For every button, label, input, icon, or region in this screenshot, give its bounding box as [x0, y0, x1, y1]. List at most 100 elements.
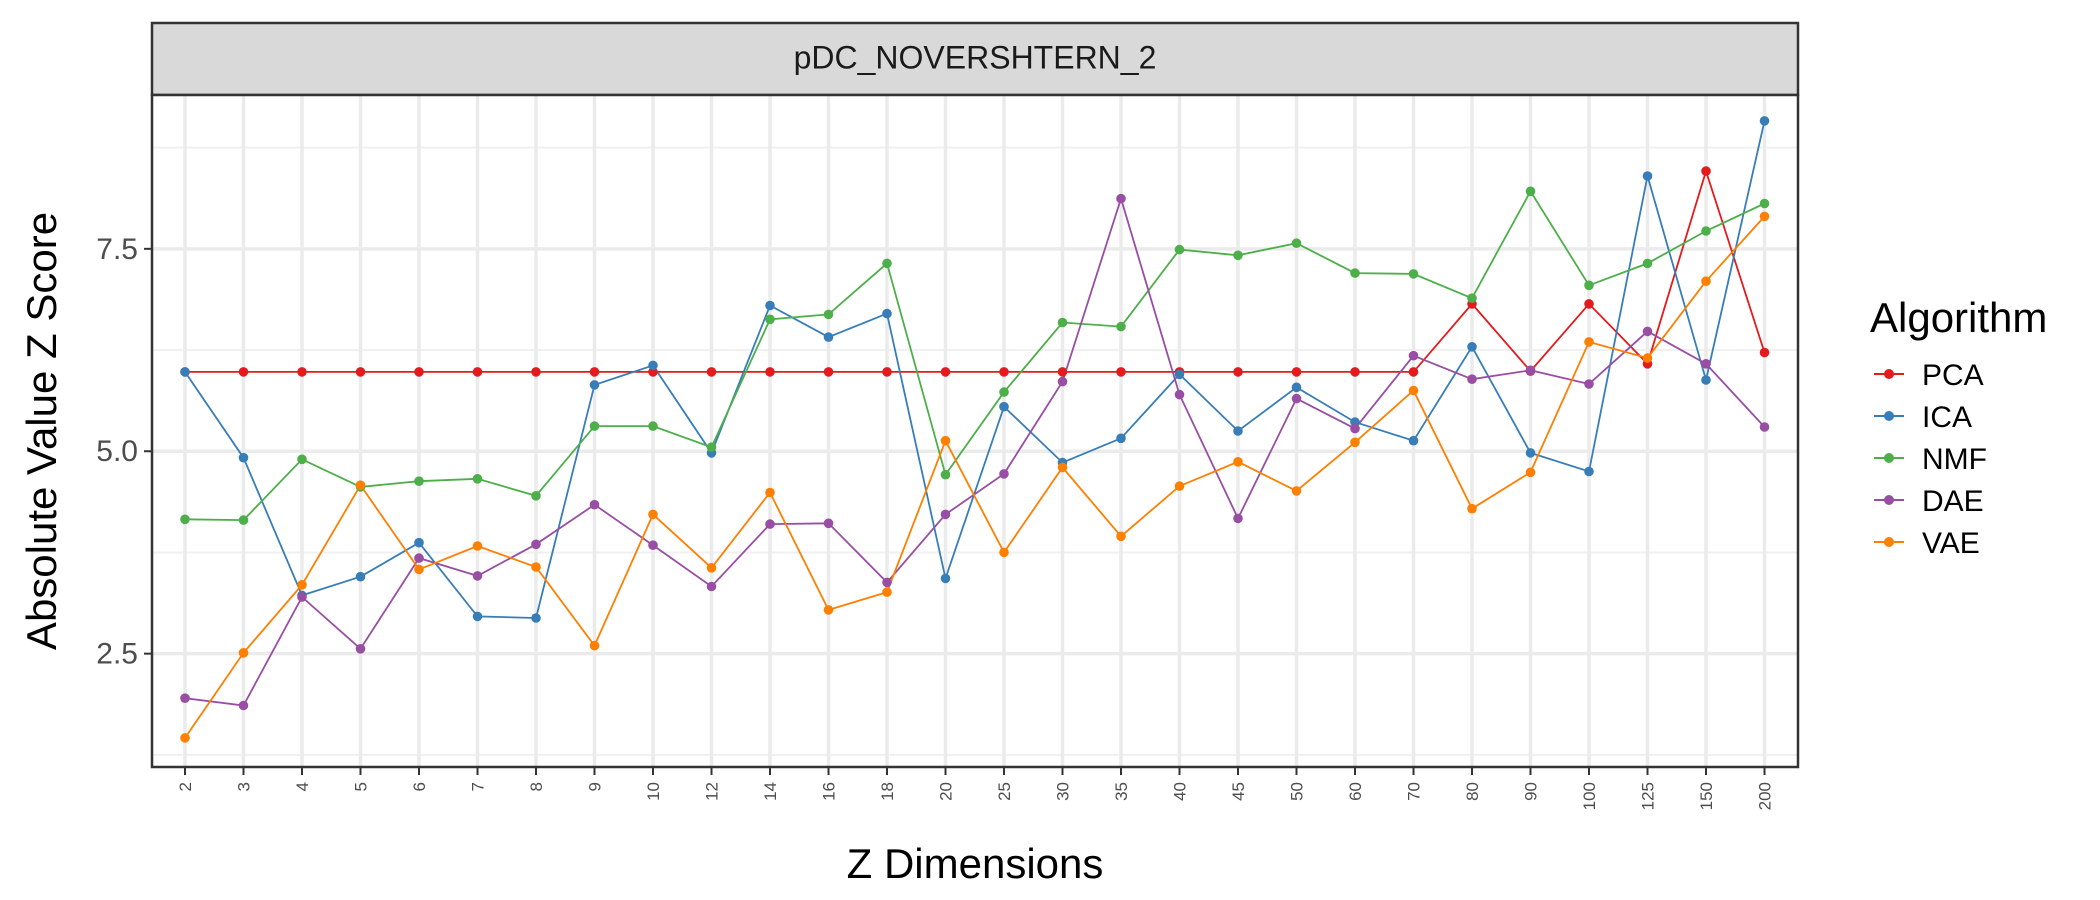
x-tick-label: 45 [1229, 782, 1248, 801]
point-vae-16 [823, 605, 834, 615]
point-ica-6 [414, 537, 424, 548]
x-tick-label: 100 [1580, 782, 1599, 810]
point-ica-10 [648, 360, 658, 371]
point-dae-9 [589, 499, 600, 510]
legend-label-vae: VAE [1922, 527, 1980, 560]
point-pca-20 [940, 367, 951, 377]
point-vae-7 [472, 541, 483, 551]
point-dae-4 [297, 592, 307, 602]
point-vae-2 [180, 733, 190, 743]
x-tick-label: 70 [1405, 782, 1424, 801]
point-ica-90 [1525, 448, 1536, 458]
point-vae-20 [940, 435, 951, 446]
y-axis: 2.5 5.0 7.5 [96, 233, 152, 671]
legend-key-point-nmf [1884, 453, 1894, 463]
point-nmf-100 [1584, 280, 1594, 291]
point-ica-80 [1467, 342, 1477, 352]
point-dae-25 [999, 469, 1009, 479]
point-ica-35 [1116, 433, 1126, 444]
y-axis-title: Absolute Value Z Score [18, 212, 65, 650]
y-tick-label: 2.5 [96, 638, 138, 671]
x-tick-label: 10 [644, 782, 663, 801]
point-pca-14 [765, 367, 775, 377]
point-pca-9 [589, 367, 600, 377]
point-dae-18 [882, 577, 892, 588]
x-tick-label: 35 [1112, 782, 1131, 801]
point-pca-16 [823, 367, 834, 377]
point-nmf-18 [882, 258, 892, 269]
x-tick-label: 3 [235, 782, 254, 791]
point-dae-45 [1233, 513, 1243, 524]
x-tick-label: 14 [761, 782, 780, 801]
point-pca-3 [238, 367, 249, 377]
x-axis: 2 3 4 5 6 7 8 9 10 12 14 16 18 20 25 30 35 40 45 50 60 70 80 90… [176, 767, 1775, 810]
x-tick-label: 7 [469, 782, 488, 791]
point-ica-45 [1233, 426, 1243, 436]
point-ica-3 [238, 452, 249, 463]
series-line-dae [184, 195, 1766, 707]
point-vae-100 [1584, 337, 1594, 347]
point-pca-35 [1116, 367, 1126, 377]
x-tick-label: 40 [1171, 782, 1190, 801]
legend-label-nmf: NMF [1922, 443, 1987, 476]
legend-label-ica: ICA [1922, 401, 1972, 434]
point-pca-100 [1584, 299, 1594, 309]
point-vae-6 [414, 564, 424, 575]
x-tick-label: 5 [352, 782, 371, 791]
point-pca-60 [1350, 367, 1360, 377]
point-pca-5 [355, 367, 366, 377]
point-dae-100 [1584, 379, 1594, 389]
x-tick-label: 4 [293, 782, 312, 791]
point-ica-100 [1584, 466, 1594, 477]
point-nmf-90 [1525, 186, 1536, 197]
series-line-ica [184, 120, 1766, 619]
x-tick-label: 12 [703, 782, 722, 801]
point-nmf-20 [940, 469, 951, 480]
point-dae-30 [1057, 376, 1068, 387]
x-tick-label: 90 [1522, 782, 1541, 801]
point-nmf-14 [765, 314, 775, 325]
x-tick-label: 25 [995, 782, 1014, 801]
point-pca-70 [1408, 367, 1419, 377]
point-dae-5 [355, 644, 366, 654]
point-ica-14 [765, 300, 775, 311]
point-vae-14 [765, 487, 775, 498]
point-pca-200 [1759, 347, 1770, 358]
legend-key-point-ica [1884, 411, 1894, 421]
point-dae-70 [1408, 350, 1419, 361]
point-nmf-150 [1701, 226, 1711, 236]
legend-label-pca: PCA [1922, 359, 1984, 392]
point-dae-40 [1174, 389, 1185, 400]
point-ica-9 [589, 380, 600, 390]
point-vae-35 [1116, 531, 1126, 542]
point-ica-70 [1408, 435, 1419, 446]
series-lines [184, 120, 1766, 739]
point-vae-150 [1701, 276, 1711, 287]
point-vae-12 [706, 563, 717, 573]
point-dae-14 [765, 519, 775, 529]
point-dae-150 [1701, 359, 1711, 369]
point-dae-200 [1759, 422, 1770, 432]
x-axis-title: Z Dimensions [847, 840, 1104, 887]
point-dae-90 [1525, 365, 1536, 376]
point-nmf-200 [1759, 198, 1770, 209]
point-nmf-12 [706, 442, 717, 453]
point-vae-70 [1408, 385, 1419, 396]
point-ica-16 [823, 332, 834, 342]
point-vae-45 [1233, 457, 1243, 467]
point-ica-18 [882, 308, 892, 319]
point-ica-20 [940, 573, 951, 584]
point-nmf-70 [1408, 269, 1419, 279]
point-vae-125 [1642, 353, 1653, 363]
point-vae-200 [1759, 211, 1770, 222]
point-pca-4 [297, 367, 307, 377]
series-line-pca [185, 168, 1766, 373]
point-ica-2 [180, 367, 190, 377]
point-pca-7 [472, 367, 483, 377]
legend-key-point-vae [1884, 537, 1894, 547]
point-nmf-40 [1174, 244, 1185, 255]
point-nmf-8 [531, 491, 541, 501]
point-nmf-80 [1467, 293, 1477, 304]
point-pca-6 [414, 367, 424, 377]
